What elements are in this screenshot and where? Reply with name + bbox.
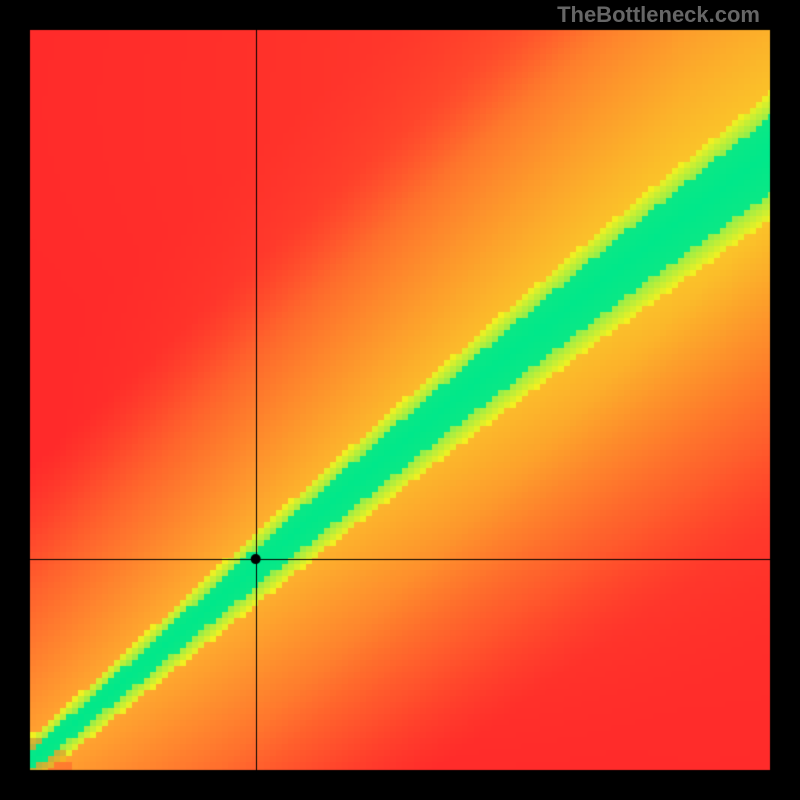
bottleneck-heatmap: [0, 0, 800, 800]
watermark-text: TheBottleneck.com: [557, 2, 760, 28]
